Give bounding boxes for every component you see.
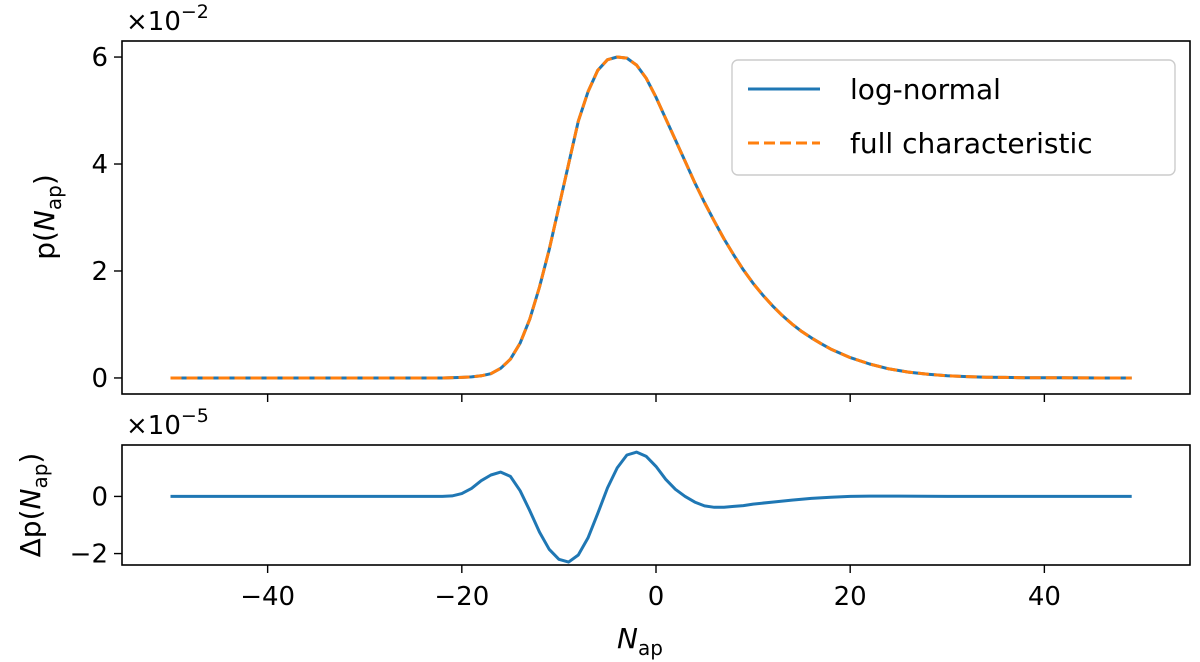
bottom-multiplier: ×10−5: [126, 405, 209, 441]
bottom-x-axis: −40 −20 0 20 40: [240, 565, 1061, 612]
bottom-y-axis: −2 0: [70, 482, 122, 570]
bottom-plot-area: [170, 450, 1132, 564]
bottom-plot-frame: [121, 444, 1191, 566]
top-multiplier: ×10−2: [126, 1, 209, 37]
bottom-y-axis-label: Δp(Nap): [14, 453, 52, 558]
y-tick-label: 0: [91, 364, 108, 394]
series-line-panel1-0: [170, 450, 1132, 564]
top-panel: 0 2 4 6 ×10−2 p(Nap) log-normal full charac…: [28, 1, 1191, 402]
top-x-axis: [266, 394, 1046, 402]
legend-box: [731, 59, 1176, 176]
x-tick-label: 0: [648, 582, 665, 612]
y-tick-label: 4: [91, 150, 108, 180]
legend: log-normal full characteristic: [731, 59, 1176, 176]
top-y-axis-label: p(Nap): [28, 174, 66, 260]
x-tick-label: −20: [434, 582, 489, 612]
y-tick-label: 0: [91, 482, 108, 512]
y-tick-label: 2: [91, 257, 108, 287]
x-axis-label: Nap: [617, 622, 663, 660]
legend-label-full-characteristic: full characteristic: [850, 127, 1093, 160]
x-tick-label: −40: [240, 582, 295, 612]
x-tick-label: 40: [1028, 582, 1061, 612]
top-plot-area: [170, 55, 1132, 380]
y-tick-label: −2: [70, 540, 108, 570]
top-y-axis: 0 2 4 6: [91, 43, 122, 394]
x-tick-label: 20: [834, 582, 867, 612]
y-tick-label: 6: [91, 43, 108, 73]
legend-label-log-normal: log-normal: [850, 73, 1001, 106]
bottom-panel: −2 0 −40 −20 0 20 40 ×10−5 Δp(Nap) Nap: [14, 405, 1191, 660]
series-line-full-characteristic: [170, 55, 1132, 380]
